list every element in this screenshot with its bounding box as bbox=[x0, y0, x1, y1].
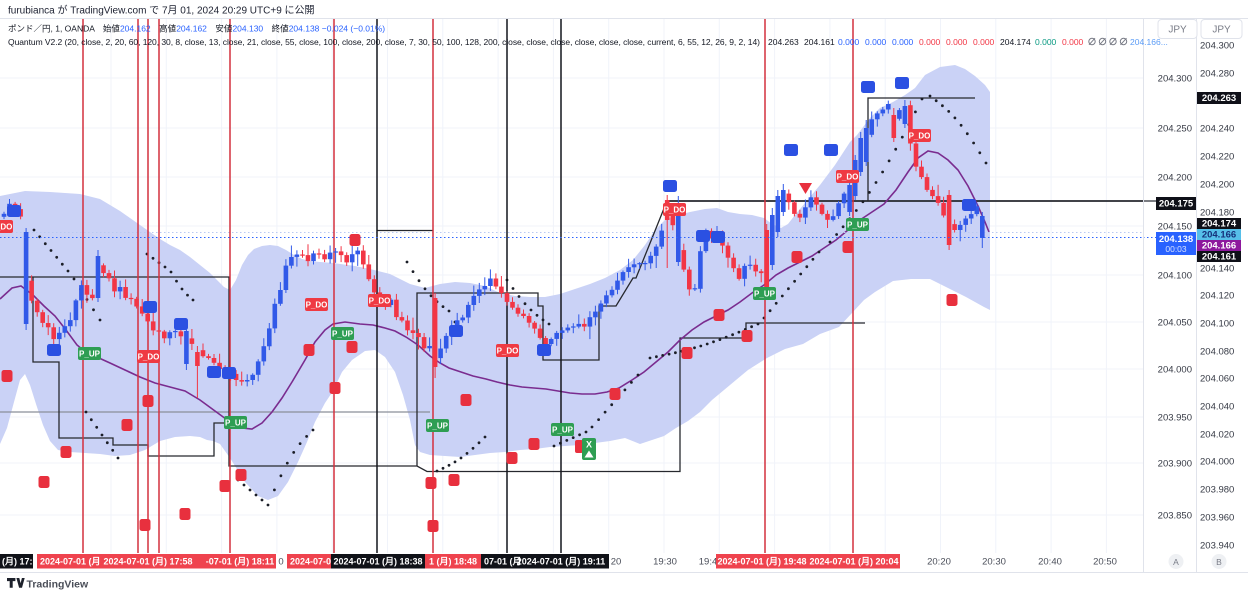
svg-text:P_UP: P_UP bbox=[552, 426, 574, 435]
svg-text:2024-07-01 (月: 2024-07-01 (月 bbox=[40, 557, 101, 567]
svg-text:X: X bbox=[586, 440, 592, 450]
svg-text:204.263: 204.263 bbox=[1202, 93, 1236, 104]
svg-text:204.200: 204.200 bbox=[1200, 180, 1234, 191]
svg-text:204.150: 204.150 bbox=[1158, 222, 1192, 233]
svg-text:19:4: 19:4 bbox=[699, 557, 718, 568]
svg-text:TradingView: TradingView bbox=[27, 579, 89, 591]
svg-text:P_DO: P_DO bbox=[0, 223, 12, 232]
svg-text:203.940: 203.940 bbox=[1200, 541, 1234, 552]
svg-text:203.900: 203.900 bbox=[1158, 459, 1192, 470]
svg-text:204.300: 204.300 bbox=[1158, 74, 1192, 85]
svg-text:2024-07-01 (月) 19:11: 2024-07-01 (月) 19:11 bbox=[517, 557, 606, 567]
svg-text:204.280: 204.280 bbox=[1200, 69, 1234, 80]
svg-text:204.175: 204.175 bbox=[1159, 199, 1194, 210]
svg-text:0.000: 0.000 bbox=[973, 37, 995, 47]
svg-text:P_UP: P_UP bbox=[79, 350, 101, 359]
svg-text:204.161: 204.161 bbox=[804, 37, 835, 47]
svg-text:204.166: 204.166 bbox=[1202, 241, 1236, 252]
svg-text:00:03: 00:03 bbox=[1165, 244, 1187, 254]
svg-text:204.100: 204.100 bbox=[1200, 319, 1234, 330]
svg-text:204.140: 204.140 bbox=[1200, 264, 1234, 275]
svg-text:20:30: 20:30 bbox=[982, 557, 1006, 568]
svg-text:204.080: 204.080 bbox=[1200, 347, 1234, 358]
svg-text:P_DO: P_DO bbox=[837, 173, 859, 182]
svg-text:204.000: 204.000 bbox=[1200, 457, 1234, 468]
svg-text:204.240: 204.240 bbox=[1200, 124, 1234, 135]
svg-text:204.060: 204.060 bbox=[1200, 374, 1234, 385]
svg-text:204.250: 204.250 bbox=[1158, 124, 1192, 135]
svg-text:204.300: 204.300 bbox=[1200, 41, 1234, 52]
svg-text:JPY: JPY bbox=[1212, 25, 1231, 36]
svg-text:2024-07-01 (月) 20:04: 2024-07-01 (月) 20:04 bbox=[809, 557, 898, 567]
svg-text:204.180: 204.180 bbox=[1200, 208, 1234, 219]
svg-text:204.100: 204.100 bbox=[1158, 271, 1192, 282]
svg-text:P_UP: P_UP bbox=[427, 422, 449, 431]
svg-text:0.000: 0.000 bbox=[919, 37, 941, 47]
svg-text:2024-07-01 (月) 19:48: 2024-07-01 (月) 19:48 bbox=[717, 557, 806, 567]
svg-text:P_DO: P_DO bbox=[369, 297, 391, 306]
svg-text:20:40: 20:40 bbox=[1038, 557, 1062, 568]
svg-text:ポンド／円, 1, OANDA 始値204.162 高値20: ポンド／円, 1, OANDA 始値204.162 高値204.162 安値20… bbox=[8, 24, 385, 34]
svg-text:P_UP: P_UP bbox=[847, 221, 869, 230]
svg-text:P_DO: P_DO bbox=[497, 347, 519, 356]
svg-text:0.000: 0.000 bbox=[865, 37, 887, 47]
svg-text:203.850: 203.850 bbox=[1158, 511, 1192, 522]
svg-text:20:50: 20:50 bbox=[1093, 557, 1117, 568]
svg-text:P_UP: P_UP bbox=[225, 419, 247, 428]
svg-text:0.000: 0.000 bbox=[892, 37, 914, 47]
svg-text:07-01 (月: 07-01 (月 bbox=[484, 557, 522, 567]
svg-text:JPY: JPY bbox=[1168, 25, 1187, 36]
svg-text:0.000: 0.000 bbox=[946, 37, 968, 47]
svg-text:203.980: 203.980 bbox=[1200, 485, 1234, 496]
svg-text:furubianca が TradingView.com で: furubianca が TradingView.com で 7月 01, 20… bbox=[8, 4, 315, 17]
svg-text:2024-07-01 (月) 17:58: 2024-07-01 (月) 17:58 bbox=[103, 557, 192, 567]
svg-text:204.020: 204.020 bbox=[1200, 430, 1234, 441]
svg-text:0: 0 bbox=[278, 557, 283, 568]
svg-text:P_DO: P_DO bbox=[306, 301, 328, 310]
svg-text:P_DO: P_DO bbox=[138, 353, 160, 362]
svg-text:204.000: 204.000 bbox=[1158, 365, 1192, 376]
svg-text:0.000: 0.000 bbox=[1035, 37, 1057, 47]
svg-text:204.138: 204.138 bbox=[1159, 234, 1193, 245]
svg-text:204.263: 204.263 bbox=[768, 37, 799, 47]
svg-text:P_UP: P_UP bbox=[332, 330, 354, 339]
svg-text:19:30: 19:30 bbox=[653, 557, 677, 568]
svg-text:B: B bbox=[1216, 557, 1222, 567]
svg-text:0.000: 0.000 bbox=[838, 37, 860, 47]
svg-text:204.161: 204.161 bbox=[1202, 252, 1237, 263]
svg-text:P_DO: P_DO bbox=[664, 206, 686, 215]
svg-text:204.120: 204.120 bbox=[1200, 291, 1234, 302]
svg-text:204.174: 204.174 bbox=[1000, 37, 1031, 47]
svg-text:Quantum V2.2 (20, close, 2, 20: Quantum V2.2 (20, close, 2, 20, 60, 120,… bbox=[8, 37, 760, 47]
svg-text:(月) 17:: (月) 17: bbox=[2, 557, 33, 567]
svg-text:204.220: 204.220 bbox=[1200, 152, 1234, 163]
svg-text:204.166: 204.166 bbox=[1202, 230, 1236, 241]
svg-text:P_DO: P_DO bbox=[909, 132, 931, 141]
svg-text:-07-01 (月) 18:11: -07-01 (月) 18:11 bbox=[206, 557, 275, 567]
svg-text:204.040: 204.040 bbox=[1200, 402, 1234, 413]
svg-text:2024-07-01 (月) 18:38: 2024-07-01 (月) 18:38 bbox=[333, 557, 422, 567]
svg-text:204.050: 204.050 bbox=[1158, 318, 1192, 329]
svg-text:203.950: 203.950 bbox=[1158, 413, 1192, 424]
svg-text:1 (月) 18:48: 1 (月) 18:48 bbox=[429, 557, 477, 567]
svg-text:203.960: 203.960 bbox=[1200, 513, 1234, 524]
svg-text:204.174: 204.174 bbox=[1202, 219, 1237, 230]
svg-text:204.166...: 204.166... bbox=[1130, 37, 1168, 47]
svg-text:204.200: 204.200 bbox=[1158, 173, 1192, 184]
svg-text:2024-07-0: 2024-07-0 bbox=[290, 557, 331, 567]
svg-text:20: 20 bbox=[611, 557, 622, 568]
svg-text:20:20: 20:20 bbox=[927, 557, 951, 568]
svg-text:A: A bbox=[1173, 557, 1179, 567]
svg-text:0.000: 0.000 bbox=[1062, 37, 1084, 47]
svg-text:P_UP: P_UP bbox=[754, 290, 776, 299]
